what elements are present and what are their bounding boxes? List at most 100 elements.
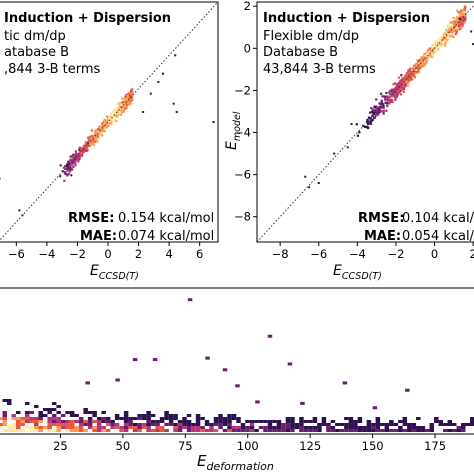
heatmap-cell	[60, 414, 66, 417]
left-annotation-2: atabase B	[4, 45, 69, 60]
heatmap-cell	[258, 420, 264, 423]
scatter-point	[418, 60, 421, 63]
scatter-point	[390, 95, 393, 98]
scatter-point	[119, 102, 122, 105]
scatter-point	[460, 11, 464, 14]
heatmap-cell	[24, 420, 30, 423]
heatmap-cell	[470, 417, 474, 420]
scatter-point	[416, 59, 419, 62]
scatter-point	[71, 155, 74, 158]
y-tick-label: −2	[234, 83, 251, 97]
scatter-point	[389, 92, 393, 95]
heatmap-cell	[272, 429, 277, 432]
heatmap-cell	[402, 429, 408, 432]
scatter-point	[362, 124, 365, 128]
scatter-point	[445, 31, 448, 34]
heatmap-cell	[317, 429, 322, 432]
scatter-point	[124, 96, 128, 99]
scatter-point	[105, 126, 109, 129]
scatter-point	[103, 130, 106, 133]
heatmap-cell	[371, 426, 376, 429]
scatter-point	[365, 121, 369, 124]
heatmap-cell	[173, 414, 178, 417]
scatter-point	[369, 111, 372, 114]
scatter-point	[437, 42, 440, 45]
scatter-point	[95, 133, 98, 136]
scatter-point	[400, 81, 403, 84]
scatter-point	[399, 89, 403, 92]
scatter-point	[367, 120, 370, 123]
scatter-point	[119, 105, 122, 108]
heatmap-cell	[78, 426, 84, 429]
scatter-point	[420, 60, 423, 63]
heatmap-cell	[87, 420, 93, 423]
scatter-point	[74, 155, 77, 159]
scatter-point	[447, 33, 450, 36]
heatmap-cell	[312, 420, 318, 423]
scatter-point	[75, 152, 78, 155]
heatmap-cell	[218, 417, 223, 420]
scatter-point	[91, 135, 94, 138]
scatter-point	[452, 16, 455, 20]
heatmap-cell	[335, 423, 340, 426]
outlier-point	[350, 123, 353, 126]
heatmap-outlier-cell	[300, 401, 305, 405]
heatmap-cell	[290, 423, 295, 426]
heatmap-cell	[384, 429, 390, 432]
scatter-point	[111, 121, 114, 125]
heatmap-cell	[83, 408, 88, 411]
scatter-point	[463, 20, 466, 24]
scatter-point	[428, 51, 431, 54]
scatter-point	[100, 133, 103, 137]
scatter-point	[380, 106, 383, 109]
heatmap-cell	[87, 417, 93, 420]
heatmap-cell	[137, 423, 142, 426]
heatmap-cell	[407, 426, 412, 429]
scatter-point	[425, 55, 429, 58]
heatmap-cell	[168, 414, 174, 417]
scatter-point	[90, 136, 93, 140]
heatmap-cell	[42, 408, 48, 411]
scatter-point	[126, 94, 129, 97]
scatter-point	[459, 23, 462, 26]
scatter-point	[77, 153, 81, 156]
scatter-point	[402, 87, 406, 91]
heatmap-cell	[177, 420, 183, 423]
bottom-heatmap-panel: 25 50 75 100 125 150 175 Edeformation	[0, 287, 474, 473]
scatter-point	[410, 76, 413, 79]
y-tick-label: −8	[234, 210, 251, 224]
scatter-point	[126, 99, 129, 102]
scatter-point	[392, 89, 395, 92]
heatmap-cell	[168, 420, 174, 423]
scatter-point	[459, 21, 462, 24]
heatmap-cell	[231, 417, 237, 420]
heatmap-cell	[294, 426, 300, 429]
scatter-point	[64, 171, 67, 174]
heatmap-cell	[438, 423, 444, 426]
heatmap-cell	[173, 417, 178, 420]
scatter-point	[129, 92, 132, 95]
heatmap-outlier-cell	[152, 358, 158, 362]
heatmap-cell	[47, 411, 52, 414]
scatter-point	[414, 62, 418, 66]
scatter-point	[455, 19, 458, 22]
scatter-point	[382, 109, 386, 112]
scatter-point	[407, 72, 410, 75]
heatmap-cell	[290, 429, 295, 432]
scatter-point	[426, 53, 429, 56]
heatmap-cell	[357, 417, 363, 420]
heatmap-cell	[20, 417, 25, 420]
heatmap-cell	[168, 417, 174, 420]
heatmap-cell	[51, 423, 57, 426]
scatter-point	[415, 68, 418, 72]
scatter-point	[433, 45, 437, 48]
scatter-point	[421, 61, 424, 65]
scatter-point	[381, 110, 384, 113]
heatmap-cell	[195, 414, 201, 417]
scatter-point	[365, 125, 368, 128]
heatmap-cell	[258, 426, 264, 429]
scatter-point	[126, 97, 129, 101]
heatmap-cell	[290, 426, 295, 429]
heatmap-cell	[141, 423, 147, 426]
heatmap-cell	[326, 429, 331, 432]
